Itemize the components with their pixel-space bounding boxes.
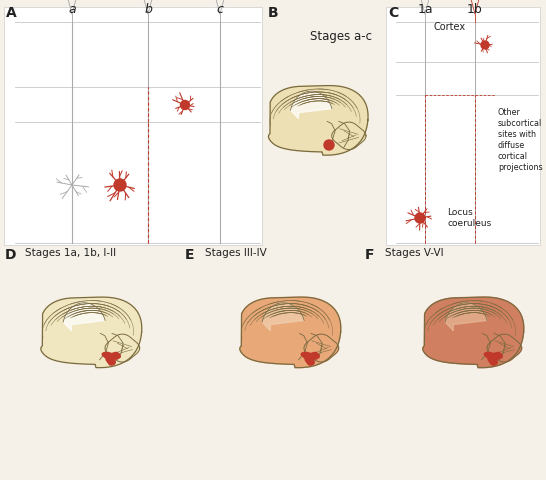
Text: A: A [6, 6, 17, 20]
Polygon shape [482, 334, 505, 360]
Text: a: a [68, 3, 76, 16]
Polygon shape [240, 297, 341, 368]
Polygon shape [102, 352, 120, 365]
Text: C: C [388, 6, 398, 20]
Polygon shape [63, 303, 105, 331]
Text: Stages 1a, 1b, I-II: Stages 1a, 1b, I-II [25, 248, 116, 258]
Text: b: b [144, 3, 152, 16]
Text: Stages V-VI: Stages V-VI [385, 248, 443, 258]
Polygon shape [487, 334, 521, 362]
FancyBboxPatch shape [4, 7, 262, 245]
Circle shape [324, 140, 334, 150]
Text: Locus
coeruleus: Locus coeruleus [447, 208, 491, 228]
Text: c: c [217, 3, 223, 16]
Circle shape [181, 100, 189, 109]
Text: Other
subcortical
sites with
diffuse
cortical
projections: Other subcortical sites with diffuse cor… [498, 108, 543, 172]
Polygon shape [100, 334, 123, 360]
Polygon shape [423, 297, 524, 368]
Text: Stages a-c: Stages a-c [310, 30, 372, 43]
Text: 1a: 1a [417, 3, 433, 16]
Text: B: B [268, 6, 278, 20]
Text: Stages III-IV: Stages III-IV [205, 248, 267, 258]
FancyBboxPatch shape [386, 7, 540, 245]
Polygon shape [304, 334, 339, 362]
Polygon shape [105, 334, 140, 362]
Text: D: D [5, 248, 16, 262]
Polygon shape [327, 121, 349, 147]
Polygon shape [269, 85, 368, 155]
Text: Cortex: Cortex [434, 22, 466, 32]
Circle shape [415, 213, 425, 223]
Circle shape [481, 41, 489, 49]
Text: 1b: 1b [467, 3, 483, 16]
Text: F: F [365, 248, 375, 262]
Polygon shape [262, 303, 304, 331]
Polygon shape [332, 122, 366, 150]
Text: E: E [185, 248, 194, 262]
Circle shape [114, 179, 126, 191]
Polygon shape [445, 303, 487, 331]
Polygon shape [290, 91, 332, 119]
Polygon shape [299, 334, 322, 360]
Polygon shape [484, 352, 502, 365]
Polygon shape [41, 297, 142, 368]
Polygon shape [301, 352, 319, 365]
